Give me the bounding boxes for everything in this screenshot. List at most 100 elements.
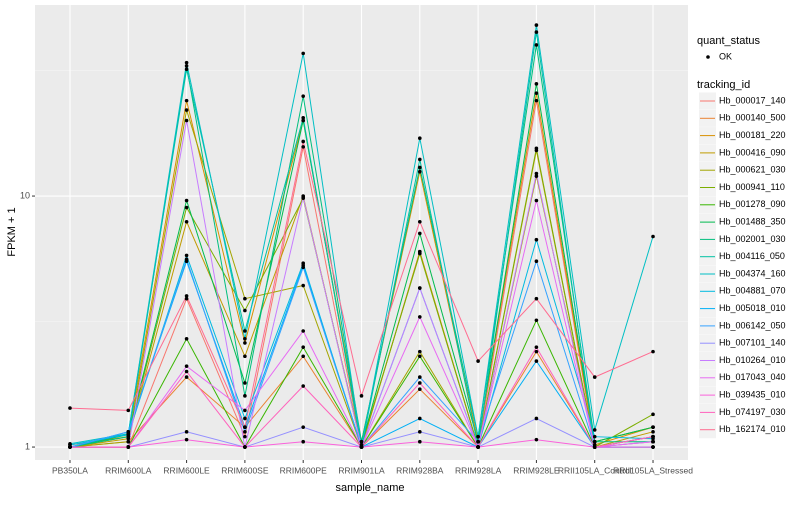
y-tick-label: 1 — [25, 441, 30, 451]
data-point — [534, 437, 539, 442]
data-point — [126, 430, 131, 434]
data-point — [476, 445, 480, 449]
data-point — [592, 375, 597, 379]
data-point — [592, 445, 597, 449]
data-point — [184, 294, 189, 298]
data-point — [534, 349, 539, 354]
data-point — [534, 345, 539, 349]
data-point — [126, 439, 131, 444]
data-point — [476, 434, 480, 439]
data-point — [184, 60, 189, 65]
x-tick-label: RRIM600LE — [163, 465, 210, 475]
legend-label: Hb_000941_110 — [719, 182, 785, 192]
data-point — [418, 286, 422, 290]
data-point — [651, 439, 655, 444]
data-point — [243, 445, 247, 449]
data-point — [418, 315, 422, 319]
data-point — [301, 345, 305, 349]
y-axis-title: FPKM + 1 — [6, 207, 18, 256]
data-point — [68, 445, 72, 449]
data-point — [534, 30, 539, 34]
data-point — [418, 231, 422, 236]
data-point — [418, 375, 422, 379]
data-point — [476, 359, 480, 363]
x-tick-label: RRIM600PE — [280, 465, 328, 475]
data-point — [184, 205, 189, 210]
data-point — [184, 430, 189, 434]
data-point — [301, 283, 305, 288]
data-point — [534, 91, 539, 95]
x-axis-title: sample_name — [335, 482, 404, 494]
data-point — [301, 425, 305, 429]
data-point — [184, 219, 189, 224]
legend-label: Hb_001488_350 — [719, 216, 786, 226]
data-point — [592, 434, 597, 439]
legend-label: Hb_039435_010 — [719, 389, 786, 399]
data-point — [243, 336, 247, 341]
data-point — [418, 416, 422, 421]
data-point — [534, 318, 539, 323]
data-point — [418, 251, 422, 256]
legend-label: Hb_010264_010 — [719, 355, 786, 365]
data-point — [651, 425, 655, 429]
data-point — [184, 257, 189, 262]
data-point — [301, 94, 305, 98]
data-point — [243, 296, 247, 301]
data-point — [534, 259, 539, 264]
x-tick-label: RRIM928BA — [396, 465, 444, 475]
data-point — [418, 430, 422, 434]
data-point — [651, 349, 655, 354]
data-point — [534, 198, 539, 203]
data-point — [184, 364, 189, 368]
data-point — [243, 329, 247, 333]
data-point — [184, 296, 189, 301]
data-point — [184, 198, 189, 203]
data-point — [534, 146, 539, 151]
data-point — [418, 381, 422, 385]
data-point — [243, 394, 247, 398]
data-point — [418, 165, 422, 170]
data-point — [534, 416, 539, 421]
data-point — [243, 308, 247, 313]
legend-label: Hb_000017_140 — [719, 95, 786, 105]
data-point — [184, 98, 189, 103]
data-point — [184, 108, 189, 112]
data-point — [243, 341, 247, 345]
legend-label: Hb_002001_030 — [719, 234, 786, 244]
data-point — [301, 195, 305, 199]
data-point — [534, 359, 539, 363]
data-point — [592, 439, 597, 444]
legend-label: OK — [719, 51, 732, 61]
data-point — [184, 64, 189, 68]
data-point — [534, 237, 539, 242]
data-point — [651, 445, 655, 449]
data-point — [184, 437, 189, 442]
data-point — [126, 432, 131, 437]
data-point — [184, 67, 189, 72]
data-point — [534, 23, 539, 27]
color-legend-title: tracking_id — [697, 79, 750, 91]
data-point — [418, 219, 422, 224]
data-point — [418, 157, 422, 162]
legend-label: Hb_006142_050 — [719, 320, 786, 330]
legend-point — [706, 55, 710, 59]
legend-label: Hb_000181_220 — [719, 130, 786, 140]
data-point — [301, 329, 305, 333]
data-point — [476, 439, 480, 444]
data-point — [243, 416, 247, 421]
data-point — [534, 171, 539, 176]
data-point — [184, 118, 189, 123]
data-point — [301, 118, 305, 123]
x-tick-label: RRIM928LA — [455, 465, 502, 475]
x-tick-label: PB350LA — [52, 465, 88, 475]
data-point — [418, 439, 422, 444]
data-point — [243, 354, 247, 359]
data-point — [301, 51, 305, 56]
data-point — [359, 439, 364, 444]
data-point — [301, 145, 305, 149]
x-tick-label: RRIM600SE — [221, 465, 269, 475]
x-tick-label: RRIM901LA — [338, 465, 385, 475]
legend-label: Hb_004374_160 — [719, 268, 786, 278]
x-tick-label: RRIM600LA — [105, 465, 152, 475]
